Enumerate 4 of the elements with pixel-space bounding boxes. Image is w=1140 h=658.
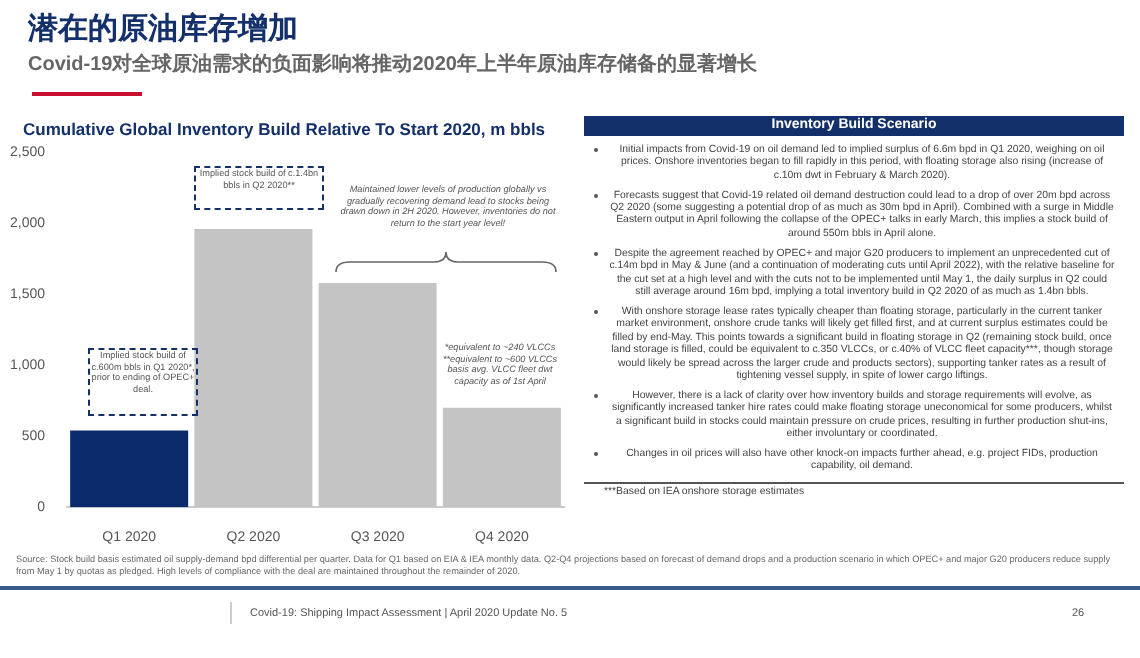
bar <box>70 430 189 508</box>
chart-title: Cumulative Global Inventory Build Relative To Start 2020, m bbls <box>22 118 546 139</box>
text: Covid-19对全球原油需求的负面影响将推动2020年上半年原油库存储备的显著增长 <box>28 52 759 80</box>
text: 潜在的原油库存增加 <box>28 12 300 48</box>
